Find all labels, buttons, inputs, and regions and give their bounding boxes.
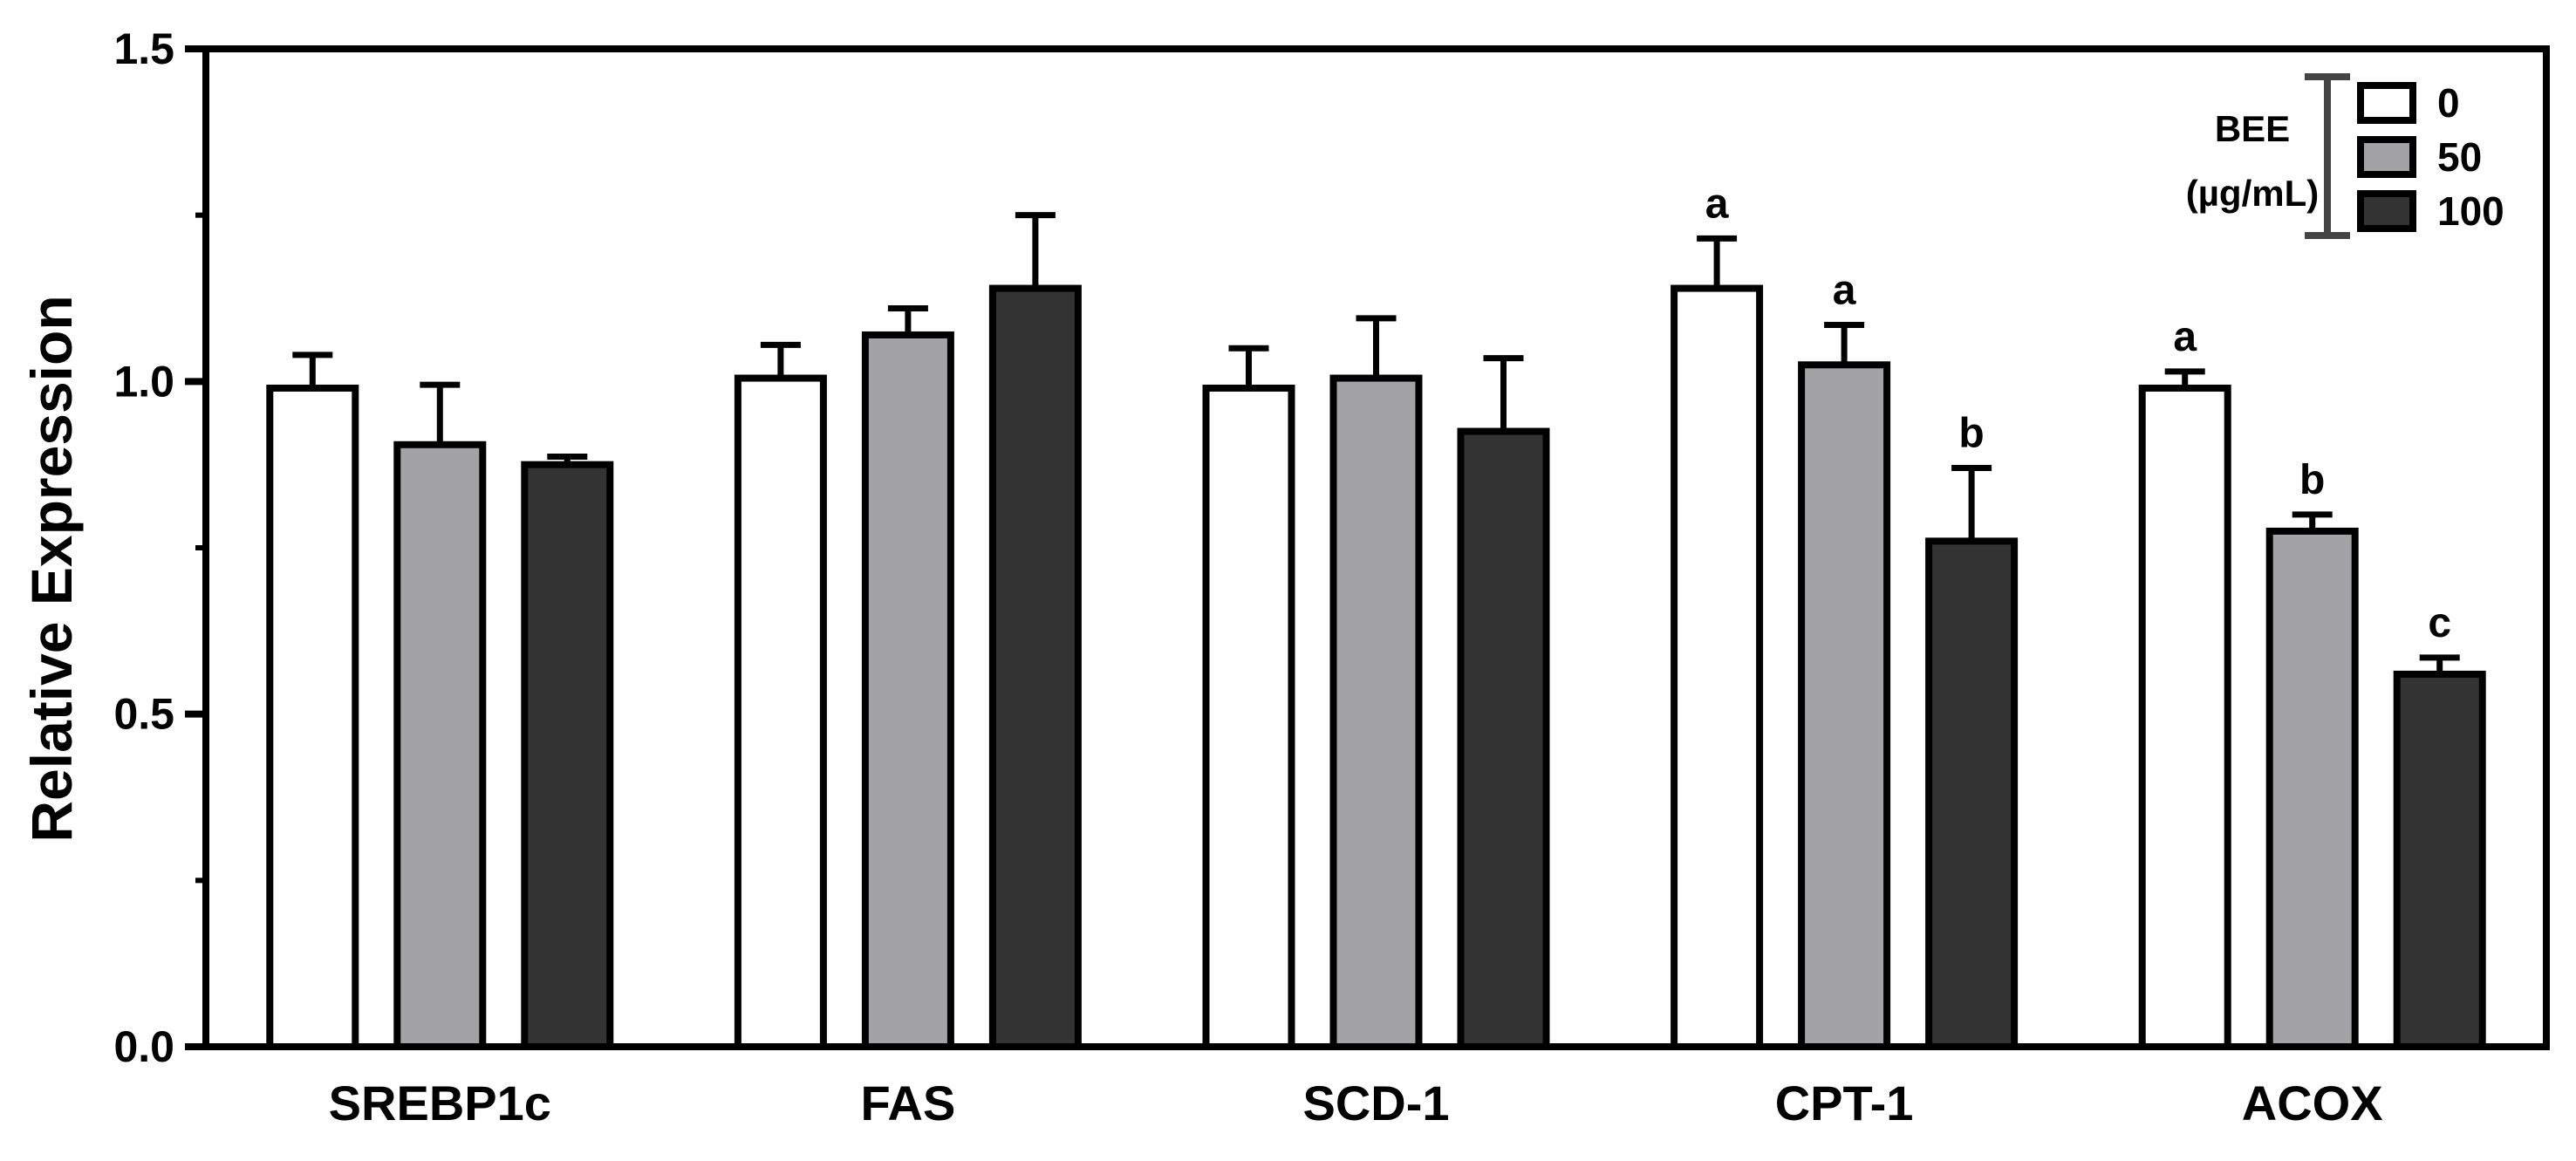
legend: BEE (µg/mL) 0 50 100 bbox=[2186, 80, 2504, 234]
x-tick-label: SCD-1 bbox=[1302, 1076, 1449, 1130]
legend-title: (µg/mL) bbox=[2186, 173, 2320, 214]
bar-50-acox bbox=[2265, 527, 2359, 1050]
bar-100-acox bbox=[2393, 670, 2486, 1050]
bar-0-acox bbox=[2138, 384, 2231, 1050]
bar-50-fas bbox=[861, 331, 954, 1050]
legend-swatch-50 bbox=[2357, 136, 2416, 178]
x-tick-label: SREBP1c bbox=[329, 1076, 551, 1130]
bar-0-srebp1c bbox=[266, 384, 359, 1050]
significance-label: b bbox=[1958, 410, 1984, 456]
y-tick-label: 0.0 bbox=[113, 1022, 174, 1071]
bar-0-fas bbox=[734, 374, 827, 1050]
bar-50-cpt-1 bbox=[1798, 361, 1891, 1050]
bar-0-scd-1 bbox=[1202, 384, 1295, 1050]
legend-title: BEE bbox=[2215, 108, 2290, 149]
y-tick-label: 1.0 bbox=[113, 357, 174, 406]
x-tick-label: FAS bbox=[860, 1076, 955, 1130]
y-tick-label: 0.5 bbox=[113, 690, 174, 739]
legend-label: 50 bbox=[2437, 134, 2482, 180]
plot-area: 0.0 0.5 1.0 1.5 SREBP1c FAS SCD-1 a a b CPT-1 a b c AC… bbox=[113, 24, 2550, 1130]
significance-label: b bbox=[2299, 457, 2325, 503]
x-tick-label: CPT-1 bbox=[1775, 1076, 1914, 1130]
legend-label: 0 bbox=[2437, 80, 2460, 126]
legend-swatch-100 bbox=[2357, 190, 2416, 232]
bar-50-scd-1 bbox=[1329, 374, 1423, 1050]
bar-100-scd-1 bbox=[1457, 427, 1550, 1050]
plot-frame bbox=[202, 45, 2550, 1050]
bar-100-srebp1c bbox=[521, 461, 614, 1050]
bar-50-srebp1c bbox=[393, 440, 487, 1050]
x-tick-label: ACOX bbox=[2242, 1076, 2383, 1130]
bar-0-cpt-1 bbox=[1671, 284, 1764, 1050]
chart-labels: Relative Expression bbox=[19, 295, 84, 842]
y-axis-title: Relative Expression bbox=[19, 295, 84, 842]
y-tick-label: 1.5 bbox=[113, 24, 174, 73]
significance-label: c bbox=[2428, 600, 2451, 646]
bar-100-cpt-1 bbox=[1925, 537, 2019, 1050]
significance-label: a bbox=[1833, 268, 1856, 314]
legend-swatch-0 bbox=[2357, 82, 2416, 124]
significance-label: a bbox=[2173, 314, 2197, 360]
legend-label: 100 bbox=[2437, 188, 2504, 234]
significance-label: a bbox=[1705, 181, 1729, 227]
bar-100-fas bbox=[988, 284, 1082, 1050]
